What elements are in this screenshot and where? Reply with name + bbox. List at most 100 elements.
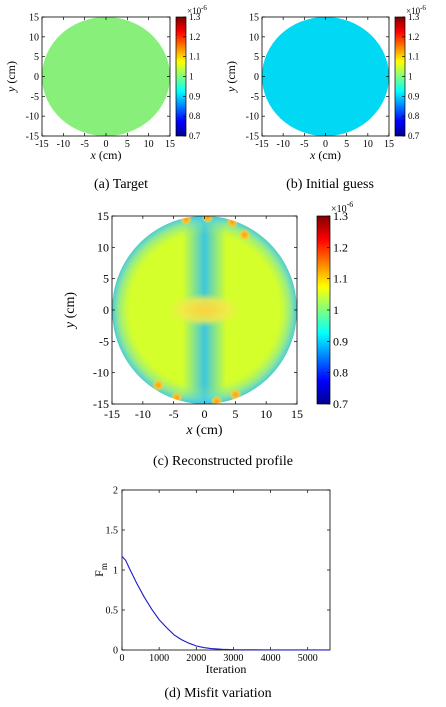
x-tick-label: 5: [344, 139, 349, 150]
panel-c-reconstructed-plot: -15 -10 -5 0 5 10 15 15 10 5 0 -5 -10 -15 x (cm) y (cm)…: [63, 200, 353, 438]
x-tick-label: 0: [323, 139, 328, 150]
x-tick-label: 15: [384, 139, 394, 150]
x-tick-label: -15: [255, 139, 268, 150]
y-tick-label: 0: [34, 72, 39, 83]
colorbar-tick-label: 1.1: [189, 52, 200, 62]
colorbar-tick-label: 1: [333, 303, 339, 317]
colorbar-tick-label: 0.9: [408, 91, 420, 101]
y-tick-label: 15: [249, 13, 259, 24]
high-value-spot: [201, 216, 214, 224]
panel-a-target-plot: -15 -10 -5 0 5 10 15 15 10 5 0 -5 -10 -15 x (cm) y (cm)…: [4, 4, 207, 162]
x-tick-label: 5000: [298, 653, 318, 664]
x-axis-label: x (cm): [309, 148, 341, 162]
x-tick-label: -15: [104, 407, 120, 421]
y-axis-label: y (cm): [224, 61, 238, 93]
y-tick-label: 0: [103, 303, 109, 317]
x-tick-label: 15: [291, 407, 303, 421]
x-tick-label: 3000: [223, 653, 243, 664]
x-tick-label: -10: [135, 407, 151, 421]
x-tick-label: 10: [260, 407, 272, 421]
y-tick-label: -10: [246, 112, 259, 123]
x-tick-label: 2000: [186, 653, 206, 664]
colorbar-tick-label: 1: [408, 72, 413, 82]
y-tick-label: -15: [246, 132, 259, 143]
colorbar-tick-label: 1.3: [189, 12, 201, 22]
caption-d: (d) Misfit variation: [164, 686, 271, 701]
y-tick-label: -15: [93, 397, 109, 411]
y-tick-label: 0.5: [106, 606, 119, 617]
colorbar-tick-label: 0.8: [333, 366, 348, 380]
reconstructed-features: [112, 216, 297, 404]
y-tick-label: 1: [113, 566, 118, 577]
colorbar-tick-label: 1.1: [408, 52, 419, 62]
colorbar-tick-label: 1.2: [189, 32, 200, 42]
x-tick-label: -5: [169, 407, 179, 421]
colorbar-tick-label: 1.1: [333, 272, 348, 286]
y-tick-label: 15: [29, 13, 39, 24]
y-tick-label: -5: [31, 92, 39, 103]
y-tick-label: 0: [113, 646, 118, 657]
colorbar-tick-label: 0.9: [333, 334, 348, 348]
colorbar-tick-label: 1.2: [333, 240, 348, 254]
x-axis-label: Iteration: [206, 662, 247, 676]
x-tick-label: 15: [165, 139, 175, 150]
x-tick-label: -10: [276, 139, 289, 150]
colorbar-tick-label: 1: [189, 72, 194, 82]
y-tick-label: 2: [113, 486, 118, 497]
x-tick-label: 10: [144, 139, 154, 150]
y-tick-label: -5: [251, 92, 259, 103]
high-value-spot: [210, 395, 223, 404]
caption-c: (c) Reconstructed profile: [153, 454, 293, 469]
x-tick-label: 5: [232, 407, 238, 421]
y-tick-label: 1.5: [106, 526, 119, 537]
colorbar-tick-label: 0.8: [408, 111, 420, 121]
y-tick-label: 15: [97, 209, 109, 223]
colorbar-tick-label: 0.8: [189, 111, 201, 121]
x-tick-label: 4000: [261, 653, 281, 664]
x-tick-label: 0: [202, 407, 208, 421]
y-tick-label: 5: [34, 52, 39, 63]
misfit-series-line: [121, 556, 330, 651]
y-tick-label: 5: [254, 52, 259, 63]
y-tick-label: 10: [249, 32, 259, 43]
x-tick-label: -5: [300, 139, 308, 150]
center-high-blob: [166, 293, 243, 327]
y-axis-label: y (cm): [63, 292, 78, 330]
colorbar-exponent: ×10-6: [331, 200, 353, 215]
axes-frame: [121, 489, 331, 651]
colorbar-tick-label: 0.9: [189, 91, 201, 101]
x-tick-label: 5: [125, 139, 130, 150]
y-tick-label: 10: [97, 240, 109, 254]
y-tick-label: -10: [26, 112, 39, 123]
x-axis-label: x (cm): [185, 423, 222, 438]
colorbar-exponent: ×10-6: [187, 4, 207, 16]
colorbar-exponent: ×10-6: [406, 4, 426, 16]
x-tick-label: 10: [363, 139, 373, 150]
initial-guess-circle: [262, 17, 389, 136]
y-tick-label: 10: [29, 32, 39, 43]
x-tick-label: 0: [104, 139, 109, 150]
y-tick-label: -15: [26, 132, 39, 143]
high-value-spot: [180, 216, 192, 226]
y-axis-label: Fm: [92, 563, 109, 577]
x-tick-label: -5: [80, 139, 88, 150]
target-circle: [42, 17, 170, 136]
colorbar-tick-label: 1.3: [333, 209, 348, 223]
y-axis-label: y (cm): [4, 61, 18, 93]
colorbar-tick-label: 1.2: [408, 32, 419, 42]
y-tick-label: 0: [254, 72, 259, 83]
y-tick-label: 5: [103, 272, 109, 286]
x-tick-label: -15: [35, 139, 48, 150]
panel-d-misfit-plot: 0 1000 2000 3000 4000 5000 2 1.5 1 0.5 0 Iteration F…: [92, 486, 331, 676]
high-value-spot: [152, 379, 165, 392]
caption-b: (b) Initial guess: [286, 177, 374, 192]
panel-b-initial-guess-plot: -15 -10 -5 0 5 10 15 15 10 5 0 -5 -10 -15 x (cm) y (cm)…: [224, 4, 426, 162]
x-axis-label: x (cm): [90, 148, 122, 162]
y-tick-label: -5: [99, 334, 109, 348]
colorbar-tick-label: 1.3: [408, 12, 420, 22]
colorbar-tick-label: 0.7: [408, 131, 420, 141]
x-tick-label: 0: [120, 653, 125, 664]
caption-a: (a) Target: [94, 177, 148, 192]
x-tick-label: -10: [57, 139, 70, 150]
